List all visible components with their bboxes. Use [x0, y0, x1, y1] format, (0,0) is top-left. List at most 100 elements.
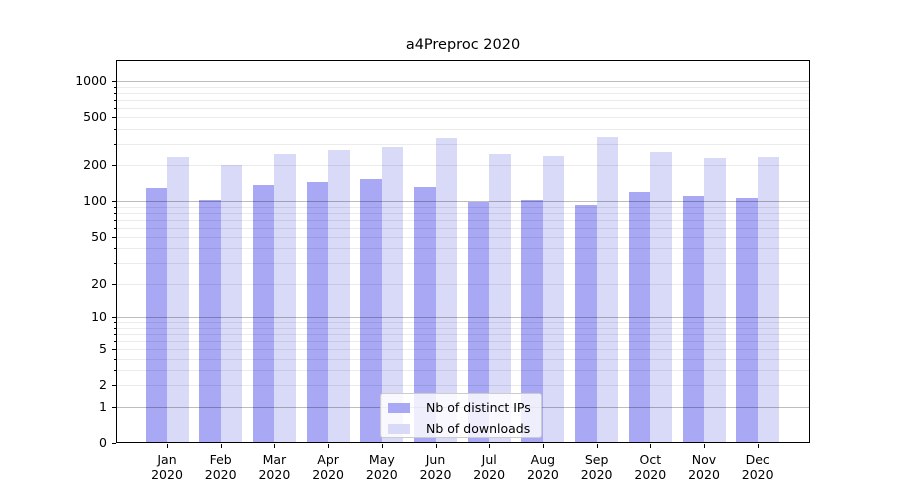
year-label: 2020 [365, 467, 398, 482]
gridline-minor [116, 212, 810, 214]
bar-downloads-jan [167, 156, 189, 443]
y-minor-tick [113, 327, 116, 329]
y-tick-label: 50 [91, 229, 107, 244]
bar-ips-apr [306, 182, 329, 443]
year-label: 2020 [204, 467, 237, 482]
year-label: 2020 [688, 467, 720, 482]
gridline-minor [116, 358, 810, 360]
legend: Nb of distinct IPs Nb of downloads [380, 393, 542, 438]
bar-ips-nov [682, 196, 704, 443]
gridline-minor [116, 237, 810, 238]
gridline-minor [116, 248, 810, 250]
legend-label-downloads: Nb of downloads [426, 421, 531, 436]
legend-item-downloads: Nb of downloads [388, 421, 541, 436]
bar-downloads-apr [328, 150, 350, 443]
bar-ips-jun [414, 186, 436, 443]
y-minor-tick [113, 370, 116, 372]
legend-label-distinct-ips: Nb of distinct IPs [426, 400, 531, 415]
x-tick-label-jan: Jan 2020 [139, 452, 195, 482]
gridline-major [116, 81, 810, 82]
y-minor-tick [113, 358, 116, 360]
gridline-minor [116, 206, 810, 208]
y-minor-tick [113, 117, 116, 119]
x-tick [381, 444, 383, 448]
y-tick-label: 2 [99, 377, 107, 393]
gridline-minor [116, 107, 810, 109]
year-label: 2020 [741, 467, 774, 482]
bar-downloads-aug [542, 155, 565, 443]
y-minor-tick [113, 322, 116, 324]
year-label: 2020 [258, 467, 291, 482]
bar-downloads-dec [757, 156, 780, 443]
y-tick [112, 443, 116, 444]
gridline-major [116, 201, 810, 203]
bar-downloads-jun [435, 137, 457, 443]
bar-ips-sep [575, 204, 597, 443]
y-minor-tick [113, 165, 116, 167]
gridline-minor [116, 370, 810, 372]
x-tick-label-may: May 2020 [354, 452, 410, 482]
x-tick [704, 444, 705, 448]
month-label: Jul [481, 452, 497, 467]
plot-area: Nb of distinct IPs Nb of downloads [116, 60, 810, 443]
y-minor-tick [113, 86, 116, 88]
bar-downloads-oct [650, 151, 672, 443]
year-label: 2020 [526, 467, 559, 482]
legend-swatch-distinct-ips-icon [388, 402, 410, 413]
month-label: Sep [584, 452, 609, 467]
y-tick-label: 1000 [75, 73, 107, 88]
gridline-major [116, 317, 810, 319]
bar-ips-may [360, 179, 382, 443]
gridline-minor [116, 117, 810, 119]
y-tick [112, 317, 116, 319]
gridline-minor [116, 349, 810, 351]
x-tick-label-dec: Dec 2020 [730, 452, 786, 482]
y-tick [112, 201, 116, 203]
x-tick-label-jul: Jul 2020 [461, 452, 517, 482]
year-label: 2020 [312, 467, 344, 482]
bar-downloads-sep [596, 136, 619, 443]
bar-ips-feb [199, 200, 221, 443]
month-label: Oct [639, 452, 662, 467]
x-tick [328, 444, 330, 448]
y-minor-tick [113, 99, 116, 101]
bar-ips-dec [736, 197, 758, 443]
y-tick-label: 1 [99, 398, 107, 414]
bar-ips-aug [521, 200, 543, 443]
gridline-minor [116, 219, 810, 221]
month-label: Aug [530, 452, 556, 467]
y-minor-tick [113, 349, 116, 351]
gridline-minor [116, 322, 810, 324]
bar-downloads-nov [704, 157, 726, 443]
gridline-minor [116, 165, 810, 167]
bar-ips-jul [467, 202, 490, 443]
x-tick [167, 444, 168, 448]
y-minor-tick [113, 334, 116, 335]
y-minor-tick [113, 144, 116, 145]
bar-downloads-mar [274, 154, 296, 443]
y-tick-label: 200 [83, 157, 107, 173]
x-tick [757, 444, 759, 448]
x-tick-label-sep: Sep 2020 [569, 452, 625, 482]
y-tick-label: 0 [99, 435, 107, 450]
y-minor-tick [113, 385, 116, 387]
month-label: Apr [317, 452, 339, 467]
month-label: May [368, 452, 395, 467]
x-tick-label-apr: Apr 2020 [300, 452, 356, 482]
y-tick-label: 100 [83, 193, 107, 209]
y-minor-tick [113, 219, 116, 221]
month-label: Dec [745, 452, 770, 467]
y-minor-tick [113, 263, 116, 265]
bar-ips-oct [628, 191, 651, 443]
gridline-minor [116, 227, 810, 229]
chart-title: a4Preproc 2020 [405, 37, 521, 53]
y-minor-tick [113, 128, 116, 130]
x-tick [542, 444, 544, 448]
x-tick-label-jun: Jun 2020 [408, 452, 464, 482]
year-label: 2020 [580, 467, 613, 482]
x-tick [489, 444, 491, 448]
year-label: 2020 [151, 467, 183, 482]
y-minor-tick [113, 92, 116, 94]
x-tick-label-nov: Nov 2020 [676, 452, 732, 482]
x-tick-label-feb: Feb 2020 [193, 452, 249, 482]
